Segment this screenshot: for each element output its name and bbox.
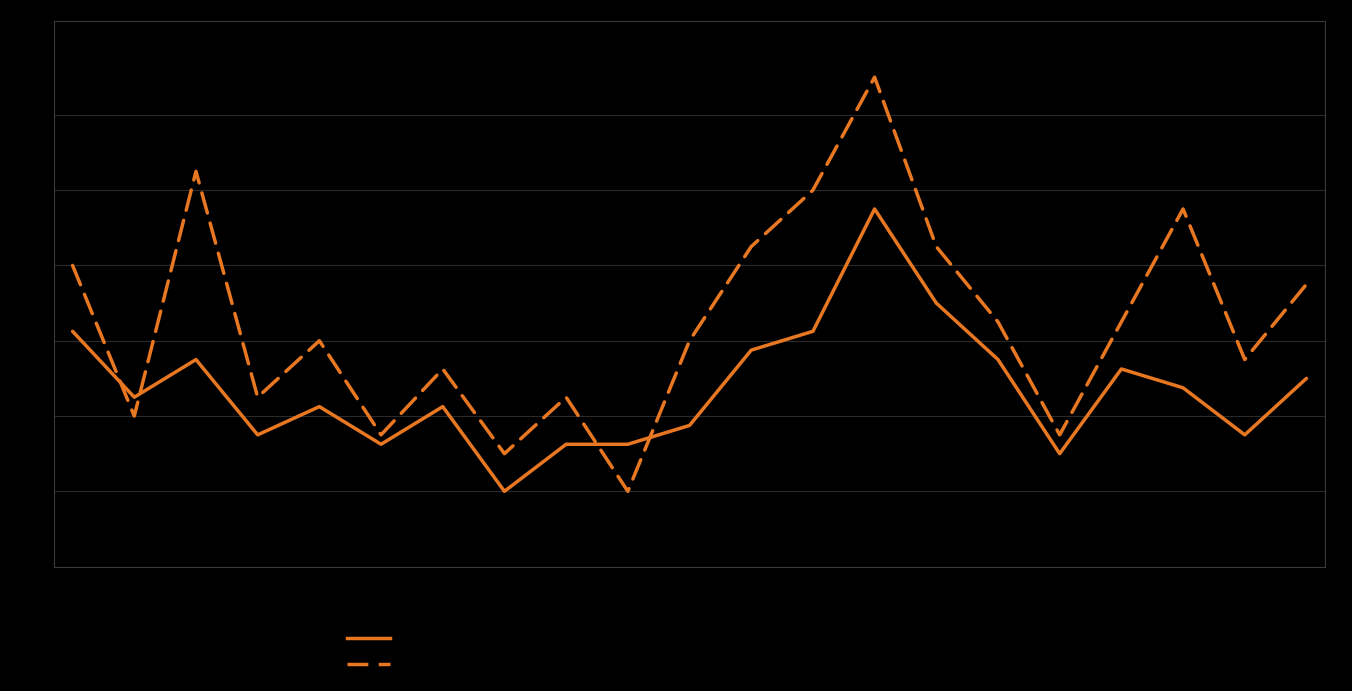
Legend: , : , (341, 626, 408, 679)
